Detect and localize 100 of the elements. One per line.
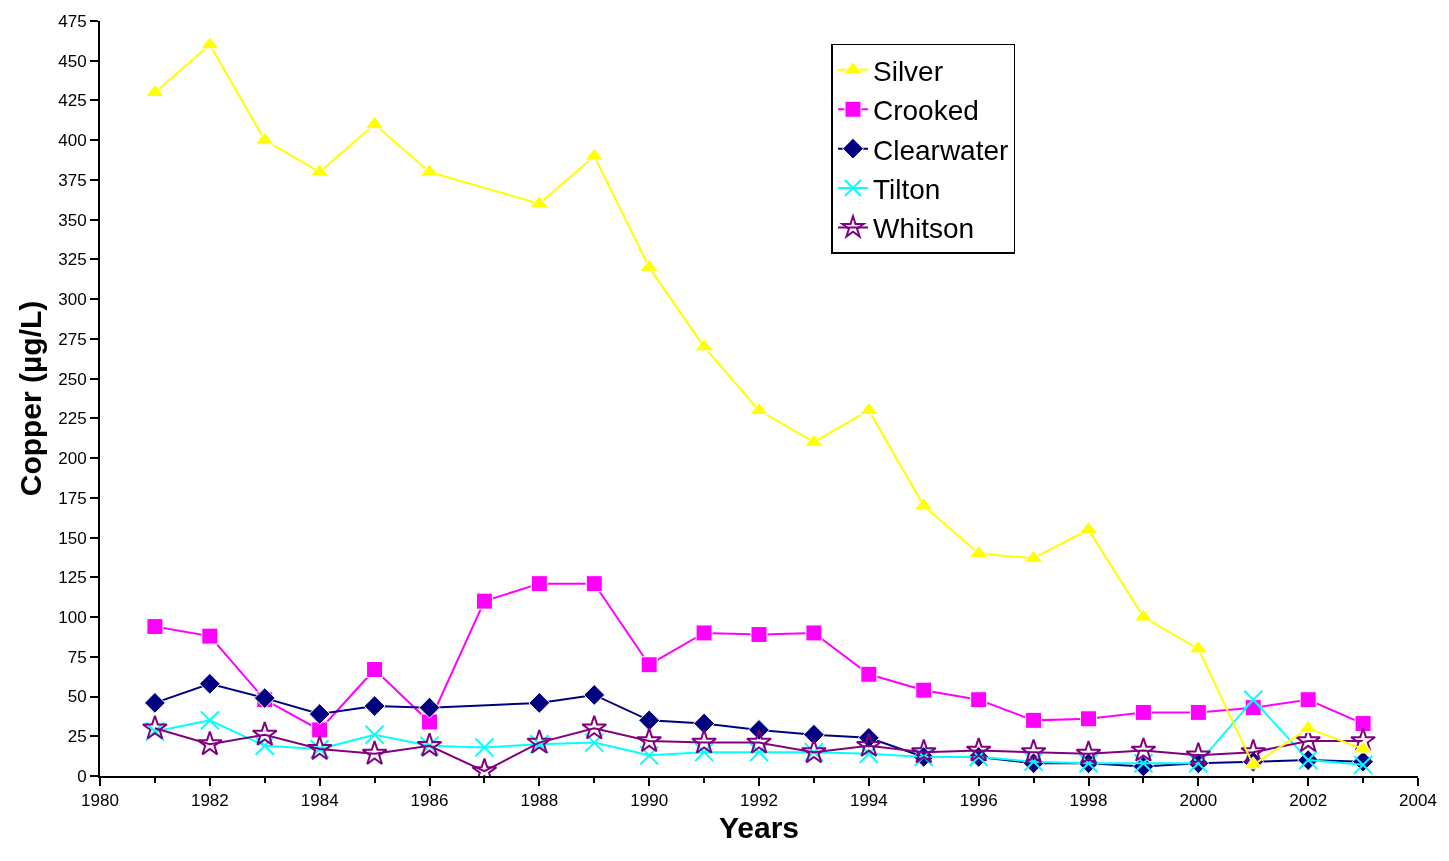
point (363, 695, 386, 717)
point (910, 738, 937, 764)
point (146, 618, 164, 636)
x-tick-label: 1986 (410, 791, 449, 811)
point (1025, 711, 1043, 729)
y-tick-label: 125 (58, 568, 87, 588)
point (695, 624, 713, 642)
x-tick-label: 1998 (1069, 791, 1108, 811)
x-tick-label: 1992 (740, 791, 778, 811)
y-tick-label: 475 (58, 11, 87, 31)
point (804, 433, 824, 447)
point (1189, 703, 1207, 721)
x-tick-label: 2004 (1399, 791, 1437, 811)
y-tick-label: 375 (58, 170, 87, 190)
y-tick-label: 150 (58, 528, 87, 548)
point (1299, 691, 1317, 709)
y-tick-label: 425 (58, 91, 87, 111)
point (693, 712, 715, 735)
x-tick-label: 1982 (190, 791, 229, 811)
point (526, 729, 553, 754)
point (585, 575, 603, 593)
point (914, 497, 934, 511)
point (584, 147, 604, 161)
point (636, 727, 663, 753)
legend-label: Tilton (872, 173, 941, 205)
y-axis-title: Copper (µg/L) (13, 300, 47, 497)
point (691, 729, 718, 754)
point (475, 592, 493, 610)
point (141, 714, 168, 740)
point (750, 626, 768, 644)
point (200, 36, 220, 50)
point (418, 696, 441, 719)
y-tick-label: 275 (58, 329, 87, 349)
x-tick-label: 1996 (959, 791, 998, 811)
point (366, 661, 384, 679)
point (860, 665, 878, 683)
point (1350, 727, 1377, 753)
y-tick-label: 200 (58, 449, 87, 469)
point (970, 691, 988, 709)
point (144, 691, 166, 714)
y-tick-label: 350 (58, 210, 87, 230)
y-tick-label: 400 (58, 131, 87, 151)
point (421, 713, 438, 731)
point (255, 131, 275, 145)
point (1240, 738, 1267, 764)
y-tick-label: 50 (67, 687, 87, 707)
point (145, 84, 165, 98)
y-tick-label: 225 (58, 409, 87, 429)
legend-label: Silver (872, 55, 944, 87)
point (694, 338, 714, 352)
point (1243, 689, 1264, 710)
point (805, 624, 823, 642)
y-tick-label: 300 (58, 290, 87, 310)
x-tick-label: 1988 (520, 791, 559, 811)
point (530, 575, 548, 593)
point (965, 736, 992, 762)
y-tick-label: 325 (58, 250, 87, 270)
x-tick-label: 2000 (1179, 791, 1218, 811)
point (639, 745, 660, 766)
legend-label: Clearwater (872, 134, 1009, 166)
point (196, 730, 223, 756)
point (308, 703, 331, 725)
point (364, 724, 385, 745)
point (803, 723, 825, 746)
point (1243, 756, 1263, 770)
point (199, 710, 220, 731)
y-tick-label: 175 (58, 488, 87, 508)
point (1130, 736, 1157, 762)
point (638, 709, 661, 732)
x-tick-label: 1990 (630, 791, 669, 811)
point (361, 740, 388, 765)
point (746, 729, 772, 754)
point (311, 721, 329, 739)
legend-label: Whitson (872, 213, 975, 245)
point (1298, 719, 1318, 733)
point (583, 684, 606, 706)
point (749, 401, 769, 415)
point (528, 691, 551, 714)
point (584, 732, 605, 753)
y-tick-label: 100 (58, 608, 87, 627)
point (859, 401, 879, 415)
x-axis-title: Years (718, 811, 800, 845)
point (855, 732, 882, 757)
point (1185, 741, 1212, 767)
point (1080, 710, 1097, 728)
point (1354, 715, 1372, 733)
point (1020, 738, 1047, 764)
legend-label: Crooked (872, 95, 979, 127)
point (1134, 703, 1152, 721)
point (474, 737, 495, 758)
point (201, 627, 219, 645)
x-tick-label: 1994 (849, 791, 888, 811)
point (198, 672, 221, 695)
y-tick-label: 0 (77, 766, 87, 786)
point (915, 681, 933, 699)
y-tick-label: 250 (58, 369, 87, 389)
point (640, 656, 658, 674)
y-tick-label: 25 (67, 727, 87, 747)
point (251, 721, 278, 746)
point (581, 714, 608, 740)
